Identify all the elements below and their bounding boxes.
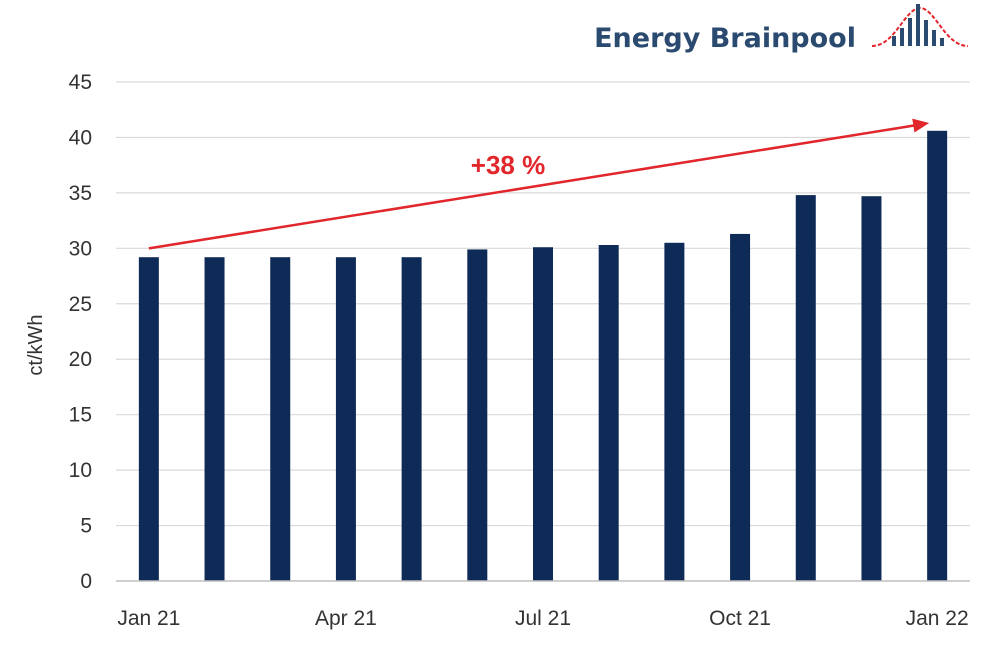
bars: [138, 130, 948, 582]
bar: [533, 247, 553, 582]
bar: [598, 245, 619, 582]
x-tick-label: Jul 21: [515, 607, 571, 630]
y-tick-label: 35: [69, 182, 92, 205]
y-tick-label: 25: [69, 293, 92, 316]
y-tick-label: 5: [80, 515, 92, 538]
trend-arrow-line: [148, 123, 918, 250]
brand-name: Energy Brainpool: [594, 23, 856, 54]
y-tick-label: 40: [69, 126, 92, 149]
y-tick-label: 45: [69, 71, 92, 94]
y-tick-label: 10: [69, 459, 92, 482]
y-tick-label: 20: [69, 348, 92, 371]
x-tick-label: Jan 22: [906, 607, 969, 630]
y-tick-label: 30: [69, 237, 92, 260]
bar: [861, 196, 882, 581]
trend-arrow: [148, 118, 930, 250]
y-tick-label: 15: [69, 404, 92, 427]
x-tick-label: Oct 21: [709, 607, 771, 630]
bar: [270, 257, 291, 581]
x-axis-ticks: Jan 21 Apr 21 Jul 21 Oct 21 Jan 22: [117, 607, 968, 630]
bar: [138, 257, 159, 581]
trend-arrow-head: [912, 118, 930, 133]
x-tick-label: Apr 21: [315, 607, 377, 630]
y-axis-ticks: 0 5 10 15 20 25 30 35 40 45: [69, 71, 92, 593]
bar: [927, 130, 948, 581]
bar: [335, 257, 356, 581]
bar: [730, 233, 751, 581]
bar: [204, 257, 225, 581]
bar: [795, 195, 816, 581]
trend-annotation: +38 %: [471, 150, 545, 180]
bar: [401, 257, 422, 581]
bar: [664, 242, 685, 582]
y-tick-label: 0: [80, 570, 92, 593]
brand-logo: Energy Brainpool: [594, 4, 969, 54]
x-tick-label: Jan 21: [117, 607, 180, 630]
bar: [467, 249, 488, 582]
brainpool-logo-icon: [871, 4, 969, 47]
y-axis-label: ct/kWh: [25, 314, 47, 375]
